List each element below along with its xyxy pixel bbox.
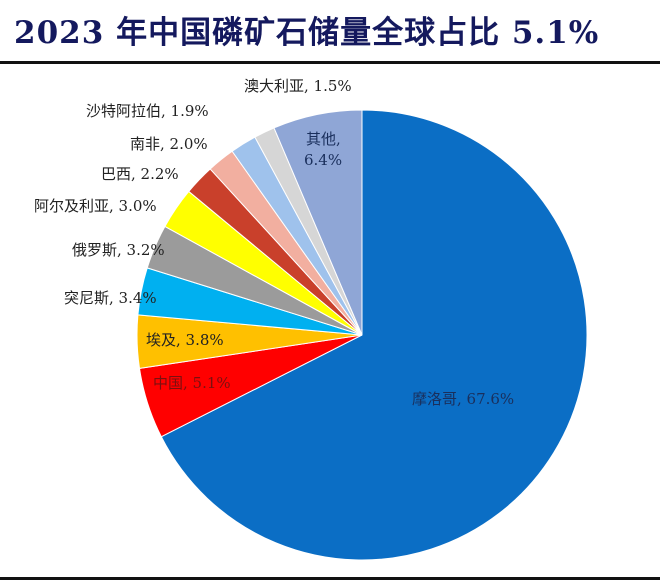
pie-slice-11 (273, 109, 363, 336)
slice-label: 埃及, 3.8% (146, 331, 224, 349)
slice-label: 澳大利亚, 1.5% (244, 77, 352, 95)
slice-label: 6.4% (304, 151, 343, 169)
pie-slice-1 (160, 109, 588, 561)
slice-label: 中国, 5.1% (153, 374, 231, 392)
slice-label: 巴西, 2.2% (101, 165, 179, 183)
slice-label: 阿尔及利亚, 3.0% (34, 197, 157, 215)
slice-label: 南非, 2.0% (130, 135, 208, 153)
slice-label: 突尼斯, 3.4% (64, 289, 157, 307)
chart-title: 2023 年中国磷矿石储量全球占比 5.1% (14, 15, 600, 51)
slice-label: 俄罗斯, 3.2% (72, 241, 165, 259)
slice-label: 其他, (306, 130, 341, 148)
slice-label: 沙特阿拉伯, 1.9% (86, 102, 209, 120)
top-divider (0, 61, 660, 64)
bottom-divider (0, 577, 660, 580)
slice-label: 摩洛哥, 67.6% (412, 390, 515, 408)
